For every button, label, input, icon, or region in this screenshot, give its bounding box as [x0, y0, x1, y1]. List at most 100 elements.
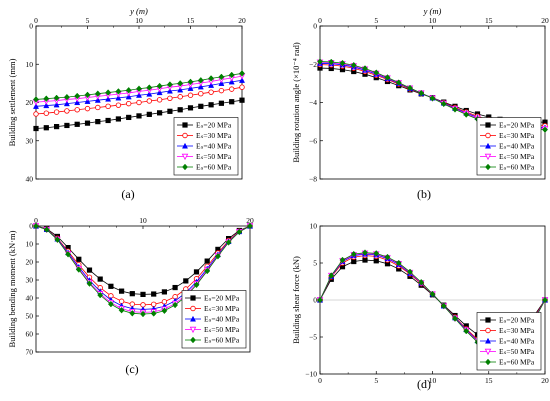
chart-c-data-point [172, 301, 179, 309]
chart-b-legend-entry: Eₛ=60 MPa [499, 163, 535, 172]
chart-a-data-point [105, 103, 111, 110]
chart-b-x-tick-label: 15 [485, 16, 493, 25]
chart-a-data-point [125, 100, 132, 107]
chart-c-data-point [119, 288, 125, 294]
chart-b-y-tick-label: −2 [309, 60, 317, 69]
chart-d-data-point [407, 268, 413, 276]
chart-c-data-point [172, 284, 178, 291]
chart-a-data-point [74, 99, 81, 106]
chart-c-x-tick-label: 10 [139, 216, 147, 225]
chart-b-data-point [452, 106, 458, 113]
chart-b-data-point [317, 58, 323, 65]
chart-b-y-tick-label: −6 [309, 136, 317, 145]
chart-d-legend-marker [485, 327, 491, 334]
chart-a-data-point [94, 96, 101, 103]
chart-a-data-point [187, 92, 194, 98]
chart-b-y-tick-label: −8 [309, 175, 317, 184]
chart-a-data-point [177, 107, 183, 113]
chart-a-legend-marker [182, 122, 188, 128]
chart-a-legend-marker [182, 163, 188, 171]
chart-a-data-point [84, 120, 91, 126]
chart-d-legend-marker [485, 317, 491, 323]
chart-c-data-point [204, 258, 210, 264]
chart-a-data-point [218, 100, 225, 106]
chart-a-legend-entry: Eₛ=40 MPa [196, 142, 232, 151]
chart-c: 0 10 20 0 10 20 30 40 50 60 70 Building bending mom… [7, 216, 254, 376]
chart-b-data-point [339, 59, 346, 67]
chart-c-data-point [118, 306, 125, 314]
chart-a-data-point [74, 92, 81, 100]
chart-a-x-tick-label: 15 [187, 16, 195, 25]
chart-c-data-point [75, 266, 82, 273]
chart-a-data-point [125, 86, 132, 94]
chart-c-data-point [193, 269, 200, 275]
chart-a-data-point [228, 78, 235, 85]
chart-c-data-point [43, 226, 50, 233]
chart-a-data-point [115, 116, 121, 122]
chart-a-data-point [115, 102, 122, 108]
chart-b-legend-entry: Eₛ=20 MPa [499, 121, 535, 130]
chart-b-legend-marker [485, 163, 491, 171]
chart-d-x-tick-label: 5 [374, 376, 378, 385]
chart-a-data-point [33, 111, 39, 117]
chart-d-legend-marker [485, 358, 491, 366]
chart-b-y-axis-label: Building rotation angle (×10⁻⁴ rad) [291, 42, 301, 163]
chart-a-legend-marker [181, 142, 189, 149]
chart-c-y-tick-label: 60 [26, 330, 34, 339]
chart-d-x-tick-label: 10 [429, 376, 437, 385]
chart-c-y-tick-label: 10 [26, 240, 34, 249]
chart-d-data-point [452, 315, 458, 322]
chart-c-panel-label: (c) [125, 362, 138, 376]
chart-d-y-tick-label: −10 [305, 370, 317, 379]
chart-c-y-tick-label: 0 [29, 222, 33, 231]
chart-d-data-point [317, 296, 323, 304]
chart-b-data-point [407, 84, 413, 92]
chart-a-data-point [187, 85, 194, 91]
chart-c-legend-marker [190, 336, 196, 344]
chart-c-data-point [140, 310, 146, 318]
chart-a-data-point [64, 108, 70, 114]
chart-a-data-point [239, 97, 245, 103]
chart-a-data-point [115, 94, 122, 101]
chart-c-legend-entry: Eₛ=20 MPa [204, 294, 240, 303]
chart-a-legend-entry: Eₛ=50 MPa [196, 152, 232, 161]
chart-c-data-point [161, 289, 168, 295]
chart-d-y-tick-label: 5 [313, 259, 317, 268]
chart-c-data-point [86, 280, 93, 287]
chart-c-data-point [97, 276, 103, 282]
chart-c-legend-entry: Eₛ=60 MPa [204, 336, 240, 345]
chart-b-legend-marker [484, 142, 492, 149]
chart-c-data-point [204, 267, 211, 275]
chart-a-data-point [208, 82, 215, 88]
chart-b-legend-marker [484, 153, 492, 161]
chart-c-data-point [214, 252, 221, 260]
chart-c-data-point [76, 256, 82, 262]
chart-b-x-tick-label: 0 [318, 16, 322, 25]
chart-c-x-tick-label: 0 [34, 216, 38, 225]
chart-a-data-point [125, 93, 132, 100]
chart-a-data-point [105, 95, 112, 102]
chart-b-x-tick-label: 20 [541, 16, 549, 25]
chart-c-x-tick-label: 20 [246, 216, 254, 225]
chart-d-data-point [384, 253, 391, 261]
chart-c-legend-marker [189, 315, 197, 322]
chart-c-data-point [33, 222, 39, 230]
chart-d-data-point [351, 258, 357, 265]
chart-c-data-point [129, 310, 136, 317]
chart-a-data-point [146, 111, 152, 117]
chart-a-data-point [43, 95, 50, 102]
chart-a-data-point [33, 96, 39, 103]
chart-d-data-point [339, 256, 346, 264]
chart-a-data-point [105, 117, 111, 124]
chart-d-legend-entry: Eₛ=60 MPa [499, 358, 535, 367]
chart-a-data-point [218, 87, 225, 94]
chart-c-data-point [108, 283, 114, 289]
chart-d-y-tick-label: 0 [313, 296, 317, 305]
chart-b-legend-entry: Eₛ=30 MPa [499, 131, 535, 140]
chart-a-data-point [218, 80, 225, 86]
chart-c-legend-entry: Eₛ=50 MPa [204, 325, 240, 334]
chart-a-data-point [238, 77, 246, 83]
chart-a-y-tick-label: 10 [26, 60, 34, 69]
chart-d-y-tick-label: −5 [309, 333, 317, 342]
chart-a-legend-entry: Eₛ=30 MPa [196, 131, 232, 140]
